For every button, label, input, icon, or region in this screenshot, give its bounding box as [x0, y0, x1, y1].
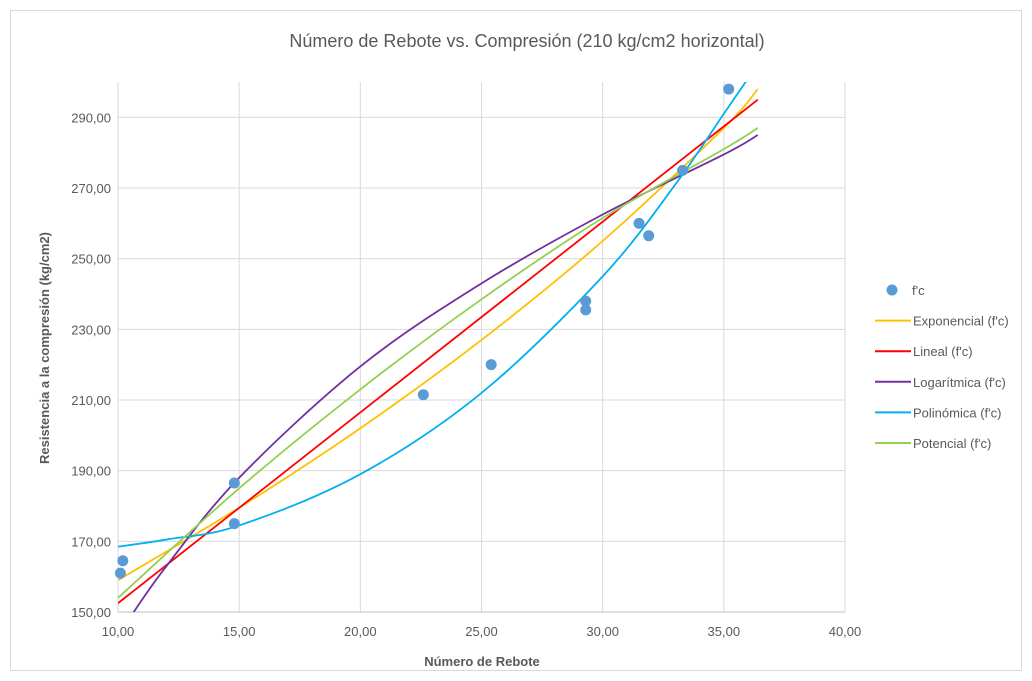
gridlines [117, 82, 846, 613]
chart-frame [10, 10, 1022, 671]
data-point [723, 83, 735, 95]
data-point [117, 555, 129, 567]
legend-marker-points [886, 284, 898, 296]
data-point [580, 304, 592, 316]
x-tick-label: 40,00 [829, 624, 862, 639]
x-tick-label: 35,00 [708, 624, 741, 639]
x-tick-label: 15,00 [223, 624, 256, 639]
x-tick-label: 30,00 [586, 624, 619, 639]
chart-title: Número de Rebote vs. Compresión (210 kg/… [289, 31, 764, 51]
x-tick-labels: 10,00 15,00 20,00 25,00 30,00 35,00 40,00 [102, 624, 862, 639]
data-point [417, 389, 429, 401]
y-tick-labels: 150,00 170,00 190,00 210,00 230,00 250,00 270,… [71, 110, 111, 620]
data-point [228, 518, 240, 530]
legend-label: Logarítmica (f'c) [913, 375, 1006, 390]
data-point [228, 477, 240, 489]
x-tick-label: 10,00 [102, 624, 135, 639]
trendline-series [118, 82, 747, 548]
y-tick-label: 290,00 [71, 110, 111, 125]
data-point [485, 359, 497, 371]
x-tick-label: 20,00 [344, 624, 377, 639]
x-axis-title: Número de Rebote [424, 654, 540, 669]
data-point [677, 164, 689, 176]
y-tick-label: 170,00 [71, 534, 111, 549]
y-tick-label: 210,00 [71, 393, 111, 408]
y-tick-label: 250,00 [71, 252, 111, 267]
y-tick-label: 150,00 [71, 605, 111, 620]
y-tick-label: 270,00 [71, 181, 111, 196]
trendline-series [132, 134, 759, 612]
x-tick-label: 25,00 [465, 624, 498, 639]
legend: f'c Exponencial (f'c) Lineal (f'c) Logarítm… [875, 283, 1009, 451]
data-point [643, 230, 655, 242]
trendlines [118, 82, 759, 612]
y-tick-label: 230,00 [71, 322, 111, 337]
trendline-series [118, 127, 759, 599]
legend-label: Exponencial (f'c) [913, 314, 1009, 329]
data-points [114, 83, 735, 579]
legend-label: Lineal (f'c) [913, 344, 973, 359]
y-tick-label: 190,00 [71, 464, 111, 479]
data-point [633, 217, 645, 229]
legend-label: Potencial (f'c) [913, 436, 991, 451]
y-axis-title: Resistencia a la compresión (kg/cm2) [37, 232, 52, 464]
legend-label: Polinómica (f'c) [913, 405, 1001, 420]
trendline-series [118, 98, 759, 604]
data-point [114, 567, 126, 579]
legend-label: f'c [912, 283, 925, 298]
data-point [580, 295, 592, 307]
